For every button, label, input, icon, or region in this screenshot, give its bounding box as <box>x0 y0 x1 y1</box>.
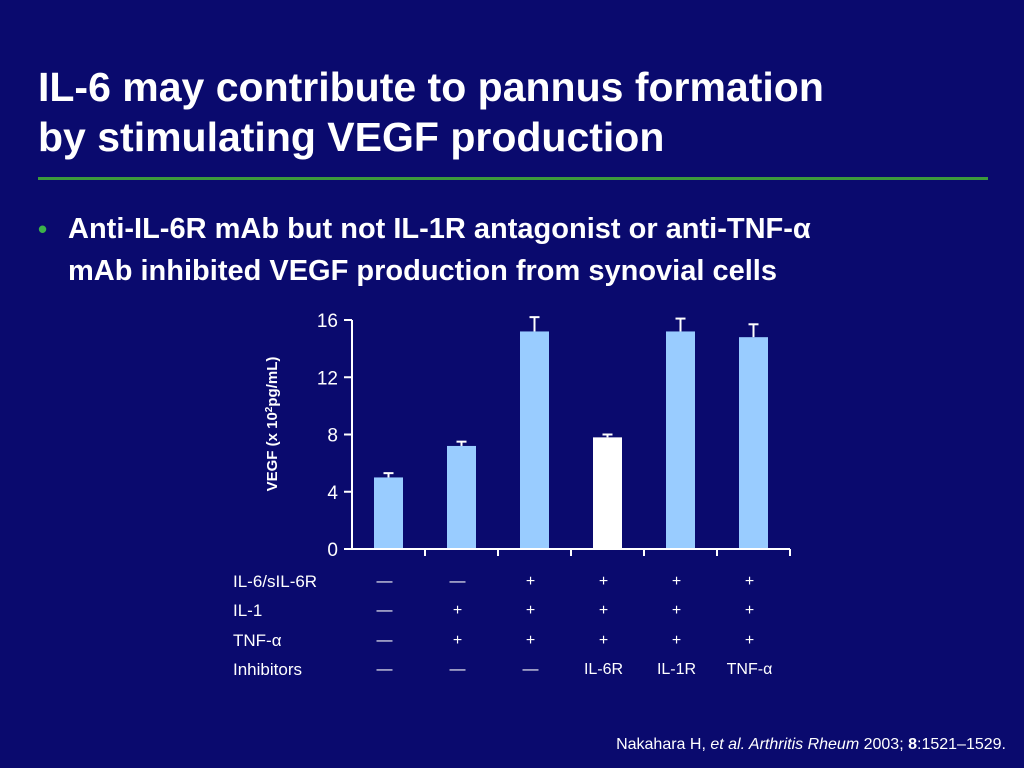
y-axis-label-sup: 2 <box>264 406 275 412</box>
y-tick-label-4: 16 <box>317 311 338 332</box>
citation-journal: et al. Arthritis Rheum <box>710 736 860 753</box>
condition-cell-3-2: + <box>452 632 463 649</box>
y-axis-label-main: VEGF (x 10 <box>264 412 281 491</box>
y-tick-label-0: 0 <box>327 540 338 561</box>
bullet-point: • Anti-IL-6R mAb but not IL-1R antagonis… <box>38 208 998 292</box>
y-axis-label: VEGF (x 102pg/mL) <box>264 357 282 492</box>
condition-label-2: IL-1 <box>233 601 263 620</box>
condition-cell-4-1: — <box>376 661 393 678</box>
bar-4 <box>593 437 622 549</box>
title-divider <box>38 177 988 180</box>
slide-title-line-1: IL-6 may contribute to pannus formation <box>38 64 824 110</box>
condition-cell-2-1: — <box>376 602 393 619</box>
bar-3 <box>520 331 549 549</box>
condition-cell-4-4: IL-6R <box>583 661 624 678</box>
condition-cell-1-2: — <box>449 573 466 590</box>
bullet-line-2: mAb inhibited VEGF production from synov… <box>68 255 777 287</box>
y-tick-label-2: 8 <box>327 426 338 447</box>
bullet-text: Anti-IL-6R mAb but not IL-1R antagonist … <box>38 208 998 292</box>
condition-cell-3-6: + <box>744 632 755 649</box>
condition-cell-3-3: + <box>525 632 536 649</box>
y-axis-label-tail: pg/mL) <box>264 357 281 407</box>
slide-title-line-2: by stimulating VEGF production <box>38 114 665 160</box>
bar-1 <box>374 477 403 549</box>
citation-volume: 8 <box>908 736 918 753</box>
condition-cell-1-1: — <box>376 573 393 590</box>
condition-cell-4-3: — <box>522 661 539 678</box>
bullet-line-1: Anti-IL-6R mAb but not IL-1R antagonist … <box>68 213 811 245</box>
slide-title: IL-6 may contribute to pannus formation … <box>38 62 998 162</box>
bar-2 <box>447 445 476 549</box>
condition-cell-2-6: + <box>744 602 755 619</box>
condition-label-1: IL-6/sIL-6R <box>233 572 318 591</box>
condition-cell-1-6: + <box>744 573 755 590</box>
condition-cell-2-2: + <box>452 602 463 619</box>
condition-cell-1-3: + <box>525 573 536 590</box>
bar-6 <box>739 337 768 549</box>
condition-cell-1-5: + <box>671 573 682 590</box>
bullet-dot-icon: • <box>38 214 48 244</box>
condition-cell-2-3: + <box>525 602 536 619</box>
condition-cell-3-5: + <box>671 632 682 649</box>
bar-5 <box>666 331 695 549</box>
citation-pages: :1521–1529. <box>917 736 1006 753</box>
citation-year: 2003; <box>863 736 904 753</box>
condition-cell-3-1: — <box>376 632 393 649</box>
condition-label-3: TNF-α <box>233 631 282 650</box>
citation: Nakahara H, et al. Arthritis Rheum 2003;… <box>616 736 1006 754</box>
y-tick-label-1: 4 <box>327 483 338 504</box>
condition-cell-1-4: + <box>598 573 609 590</box>
condition-cell-4-2: — <box>449 661 466 678</box>
condition-cell-2-4: + <box>598 602 609 619</box>
condition-cell-4-5: IL-1R <box>656 661 697 678</box>
y-tick-label-3: 12 <box>317 368 338 389</box>
condition-cell-3-4: + <box>598 632 609 649</box>
condition-cell-2-5: + <box>671 602 682 619</box>
condition-cell-4-6: TNF-α <box>726 661 773 678</box>
citation-author: Nakahara H, <box>616 736 706 753</box>
condition-label-4: Inhibitors <box>233 660 302 679</box>
